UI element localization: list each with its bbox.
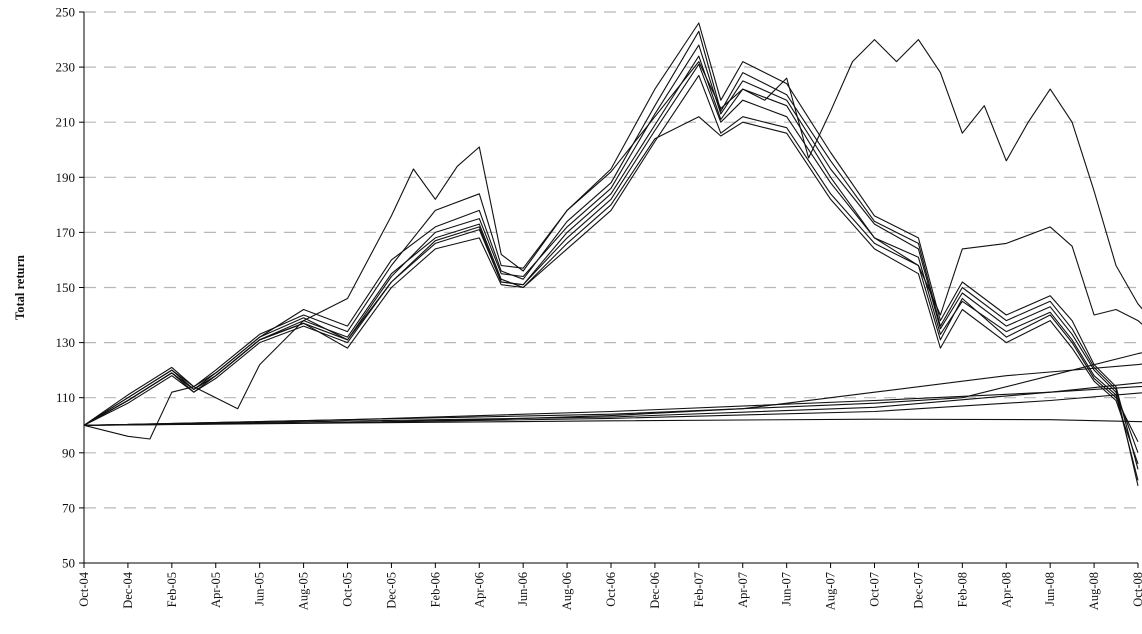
x-tick-label: Oct-06 <box>604 572 618 607</box>
x-tick-label: Oct-04 <box>77 571 91 606</box>
series-line-11 <box>83 382 1142 426</box>
y-tick-label: 210 <box>56 115 76 130</box>
series-line-5 <box>83 30 1139 487</box>
x-tick-label: Feb-05 <box>165 572 179 607</box>
series-line-8 <box>83 55 1142 426</box>
x-tick-label: Jun-05 <box>253 572 267 606</box>
gridlines <box>84 11 1138 509</box>
x-tick-label: Jun-07 <box>780 572 794 606</box>
x-tick-label: Feb-08 <box>955 572 969 607</box>
x-tick-label: Oct-07 <box>868 572 882 607</box>
x-tick-label: Apr-07 <box>736 572 750 608</box>
y-tick-labels: 50 70 90 110 130 150 170 190 210 230 250 <box>56 5 76 571</box>
y-tick-label: 250 <box>56 5 76 20</box>
series-line-10 <box>83 352 1142 426</box>
series-line-3 <box>83 22 1139 470</box>
series-line-14 <box>83 418 1142 426</box>
series-line-2 <box>83 44 1139 453</box>
x-tick-labels: Oct-04 Dec-04 Feb-05 Apr-05 Jun-05 Aug-05 Oct-… <box>77 571 1142 610</box>
y-tick-label: 190 <box>56 170 76 185</box>
series-line-4 <box>83 63 1139 481</box>
x-tick-label: Apr-08 <box>999 572 1013 608</box>
series-line-13 <box>83 385 1142 426</box>
x-tick-label: Jun-08 <box>1043 572 1057 606</box>
x-tick-label: Oct-08 <box>1131 572 1142 607</box>
y-tick-label: 110 <box>56 390 75 405</box>
x-tick-label: Jun-06 <box>516 572 530 606</box>
y-tick-label: 90 <box>62 445 75 460</box>
x-tick-label: Apr-05 <box>209 572 223 608</box>
y-axis-label: Total return <box>13 255 27 320</box>
y-tick-label: 130 <box>56 335 76 350</box>
x-tick-label: Feb-07 <box>692 572 706 607</box>
y-tick-label: 230 <box>56 60 76 75</box>
series-line-1 <box>83 74 1139 443</box>
x-tick-label: Oct-05 <box>341 572 355 607</box>
x-tick-label: Aug-05 <box>297 572 311 610</box>
y-tick-label: 50 <box>62 556 75 571</box>
x-tick-label: Feb-06 <box>428 572 442 607</box>
x-tick-label: Dec-06 <box>648 572 662 609</box>
y-tick-label: 170 <box>56 225 76 240</box>
x-tick-label: Apr-06 <box>472 572 486 608</box>
x-tick-label: Aug-06 <box>560 572 574 610</box>
x-tick-label: Dec-07 <box>911 572 925 609</box>
series-line-7 <box>83 39 1142 440</box>
series-lines <box>83 22 1142 487</box>
x-tick-label: Dec-04 <box>121 571 135 609</box>
x-tick-label: Aug-08 <box>1087 572 1101 610</box>
y-tick-label: 70 <box>62 500 75 515</box>
x-tick-label: Dec-05 <box>384 572 398 609</box>
axes <box>79 11 1139 568</box>
y-tick-label: 150 <box>56 280 76 295</box>
x-tick-label: Aug-07 <box>824 572 838 610</box>
